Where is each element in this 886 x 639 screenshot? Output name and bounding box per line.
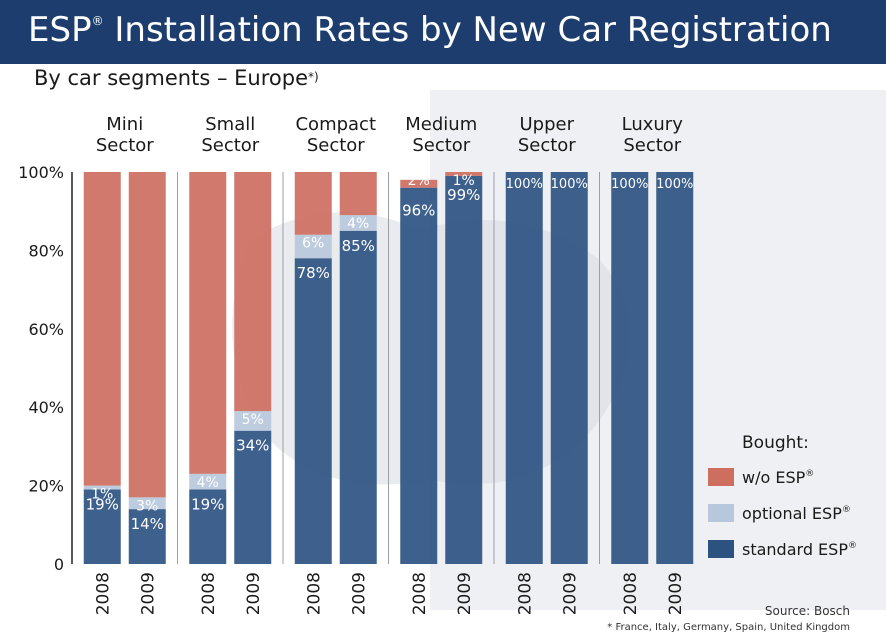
- legend-label-standard: standard ESP®: [742, 540, 857, 559]
- sector-label-2-1: Sector: [307, 135, 365, 156]
- y-tick-label-100: 100%: [18, 163, 64, 182]
- bar-standard-5-2009: [656, 172, 694, 564]
- x-tick-label-4-2009: 2009: [560, 572, 580, 615]
- legend-registered-mark-wo: ®: [805, 469, 814, 479]
- bar-optional-0-2008: [83, 485, 121, 490]
- data-label-optional-2-2008: 6%: [302, 236, 324, 252]
- title-bar: ESP® Installation Rates by New Car Regis…: [0, 0, 886, 64]
- sector-label-2-0: Compact: [295, 114, 376, 135]
- sector-label-5-0: Luxury: [622, 114, 684, 135]
- data-label-optional-0-2009: 3%: [136, 498, 158, 514]
- legend-registered-mark-optional: ®: [842, 505, 851, 515]
- legend-title: Bought:: [742, 433, 809, 453]
- data-label-wo-3-2009: 1%: [453, 173, 475, 189]
- data-label-standard-0-2008: 19%: [86, 496, 119, 514]
- bar-standard-1-2008: [189, 489, 227, 564]
- data-label-standard-1-2009: 34%: [236, 437, 269, 455]
- bar-standard-2-2008: [294, 258, 332, 564]
- bar-wo-3-2008: [400, 179, 438, 188]
- title-esp: ESP: [28, 10, 92, 50]
- bar-standard-0-2008: [83, 489, 121, 564]
- legend-registered-mark-standard: ®: [848, 541, 857, 551]
- legend-label-optional: optional ESP®: [742, 504, 851, 523]
- data-label-standard-0-2009: 14%: [131, 515, 164, 533]
- data-label-standard-4-2008: 100%: [506, 177, 543, 192]
- x-tick-label-0-2009: 2009: [138, 572, 158, 615]
- data-label-standard-2-2009: 85%: [342, 237, 375, 255]
- sector-label-5-1: Sector: [623, 135, 681, 156]
- sector-label-3-1: Sector: [412, 135, 470, 156]
- bar-wo-1-2009: [234, 172, 272, 412]
- y-tick-label-60: 60%: [28, 320, 64, 339]
- data-label-standard-2-2008: 78%: [297, 264, 330, 282]
- bar-optional-1-2008: [189, 473, 227, 490]
- data-label-optional-2-2009: 4%: [347, 216, 369, 232]
- bar-standard-4-2009: [550, 172, 588, 564]
- sector-label-1-0: Small: [205, 114, 255, 135]
- legend-swatch-wo: [708, 468, 734, 486]
- subtitle-text: By car segments – Europe: [34, 66, 308, 90]
- data-label-standard-3-2009: 99%: [447, 186, 480, 204]
- data-label-standard-5-2009: 100%: [656, 177, 693, 192]
- bar-standard-0-2009: [128, 509, 166, 564]
- y-tick-label-40: 40%: [28, 398, 64, 417]
- data-label-optional-0-2008: 1%: [91, 487, 113, 503]
- data-label-optional-1-2009: 5%: [242, 412, 264, 428]
- footnote: * France, Italy, Germany, Spain, United …: [607, 622, 850, 633]
- data-label-standard-4-2009: 100%: [551, 177, 588, 192]
- x-tick-label-3-2008: 2008: [410, 572, 430, 615]
- bar-standard-4-2008: [505, 172, 543, 564]
- title-registered-mark: ®: [91, 14, 104, 28]
- x-tick-label-0-2008: 2008: [93, 572, 113, 615]
- legend-swatch-standard: [708, 540, 734, 558]
- bar-standard-5-2008: [611, 172, 649, 564]
- bar-optional-0-2009: [128, 497, 166, 510]
- title-rest: Installation Rates by New Car Registrati…: [103, 10, 832, 50]
- data-label-wo-3-2008: 2%: [408, 173, 430, 189]
- sector-label-0-0: Mini: [106, 114, 143, 135]
- subtitle-footnote-mark: *): [307, 70, 319, 84]
- bar-standard-2-2009: [339, 230, 377, 565]
- sector-label-1-1: Sector: [201, 135, 259, 156]
- x-tick-label-1-2009: 2009: [244, 572, 264, 615]
- source-note: Source: Bosch: [764, 604, 850, 618]
- y-tick-label-80: 80%: [28, 241, 64, 260]
- subtitle: By car segments – Europe*): [34, 66, 319, 90]
- bar-wo-0-2008: [83, 172, 121, 486]
- data-label-optional-1-2008: 4%: [197, 475, 219, 491]
- y-tick-label-0: 0: [54, 555, 64, 574]
- bar-wo-2-2008: [294, 172, 332, 235]
- bar-wo-1-2008: [189, 172, 227, 474]
- x-tick-label-1-2008: 2008: [199, 572, 219, 615]
- bar-standard-1-2009: [234, 430, 272, 564]
- sector-label-4-1: Sector: [518, 135, 576, 156]
- bar-optional-2-2009: [339, 215, 377, 231]
- x-tick-label-2-2008: 2008: [304, 572, 324, 615]
- bar-optional-1-2009: [234, 411, 272, 431]
- y-tick-label-20: 20%: [28, 477, 64, 496]
- x-tick-label-5-2009: 2009: [666, 572, 686, 615]
- legend-label-wo: w/o ESP®: [742, 468, 814, 487]
- x-tick-label-5-2008: 2008: [621, 572, 641, 615]
- sector-label-0-1: Sector: [96, 135, 154, 156]
- x-tick-label-3-2009: 2009: [455, 572, 475, 615]
- x-tick-label-4-2008: 2008: [515, 572, 535, 615]
- legend-swatch-optional: [708, 504, 734, 522]
- page-title: ESP® Installation Rates by New Car Regis…: [28, 10, 832, 50]
- bar-wo-2-2009: [339, 172, 377, 216]
- sector-label-3-0: Medium: [405, 114, 477, 135]
- bar-wo-3-2009: [445, 172, 483, 176]
- data-label-standard-3-2008: 96%: [402, 202, 435, 220]
- sector-label-4-0: Upper: [519, 114, 574, 135]
- bar-standard-3-2008: [400, 187, 438, 564]
- x-tick-label-2-2009: 2009: [349, 572, 369, 615]
- bar-wo-0-2009: [128, 172, 166, 498]
- bar-optional-2-2008: [294, 234, 332, 259]
- data-label-standard-5-2008: 100%: [611, 177, 648, 192]
- data-label-standard-1-2008: 19%: [191, 496, 224, 514]
- bar-standard-3-2009: [445, 175, 483, 565]
